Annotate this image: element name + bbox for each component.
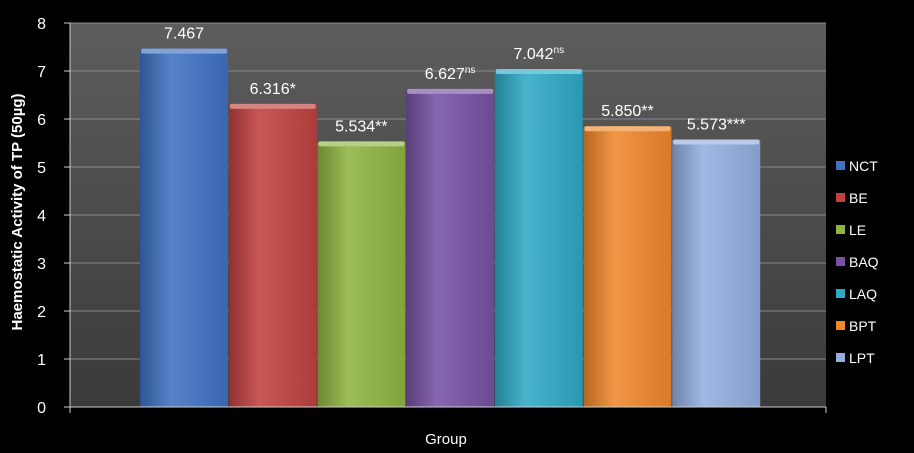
legend-item-be: BE	[836, 190, 868, 206]
legend-swatch	[836, 289, 845, 298]
legend-swatch	[836, 161, 845, 170]
bar-top-highlight	[584, 126, 671, 132]
legend-swatch	[836, 257, 845, 266]
legend-label: NCT	[849, 158, 878, 174]
legend-label: BPT	[849, 318, 877, 334]
y-axis-title: Haemostatic Activity of TP (50µg)	[9, 93, 26, 330]
legend-label: LE	[849, 222, 866, 238]
bar-top-highlight	[495, 68, 582, 74]
legend-item-le: LE	[836, 222, 866, 238]
bar-body	[672, 139, 761, 407]
bar-body	[140, 48, 228, 408]
bar-body	[406, 88, 495, 408]
y-tick-label: 3	[37, 256, 46, 273]
data-label-baq: 6.627ns	[425, 65, 476, 83]
y-tick-label: 7	[37, 64, 46, 81]
legend-item-baq: BAQ	[836, 254, 879, 270]
bar-baq	[406, 88, 495, 408]
legend-swatch	[836, 321, 845, 330]
bar-top-highlight	[229, 103, 316, 109]
bar-top-highlight	[673, 139, 760, 145]
data-label-bpt: 5.850**	[601, 103, 654, 120]
data-label-laq: 7.042ns	[513, 45, 564, 63]
legend-swatch	[836, 225, 845, 234]
bar-bpt	[583, 126, 672, 407]
legend-item-nct: NCT	[836, 158, 878, 174]
legend-item-bpt: BPT	[836, 318, 877, 334]
y-tick-label: 5	[37, 160, 46, 177]
legend-swatch	[836, 193, 845, 202]
bar-nct	[140, 48, 228, 408]
y-tick-label: 4	[37, 208, 46, 225]
legend-label: BAQ	[849, 254, 879, 270]
bar-body	[317, 141, 406, 408]
bar-body	[494, 68, 583, 407]
bar-top-highlight	[407, 88, 494, 94]
data-label-nct: 7.467	[164, 26, 204, 43]
bar-lpt	[672, 139, 761, 407]
data-label-lpt: 5.573***	[687, 116, 746, 133]
data-label-be: 6.316*	[250, 81, 296, 98]
bar-body	[228, 103, 317, 407]
y-tick-label: 8	[37, 16, 46, 33]
y-tick-label: 1	[37, 352, 46, 369]
bar-le	[317, 141, 406, 408]
legend-item-lpt: LPT	[836, 350, 875, 366]
data-label-le: 5.534**	[335, 118, 388, 135]
legend: NCT BE LE BAQ LAQ BPT LPT	[836, 158, 879, 366]
y-tick-label: 0	[37, 400, 46, 417]
legend-swatch	[836, 353, 845, 362]
bar-laq	[494, 68, 583, 407]
bar-body	[583, 126, 672, 407]
y-tick-label: 6	[37, 112, 46, 129]
legend-label: BE	[849, 190, 868, 206]
y-axis-ticks: 0 1 2 3 4 5 6 7 8	[37, 16, 70, 417]
bar-top-highlight	[318, 141, 405, 147]
axes	[69, 23, 827, 413]
bars	[140, 48, 761, 408]
x-axis-title: Group	[425, 431, 467, 448]
bar-top-highlight	[141, 48, 227, 54]
legend-label: LPT	[849, 350, 875, 366]
y-tick-label: 2	[37, 304, 46, 321]
legend-label: LAQ	[849, 286, 877, 302]
legend-item-laq: LAQ	[836, 286, 877, 302]
bar-be	[228, 103, 317, 407]
data-labels: 7.467 6.316* 5.534** 6.627ns 7.042ns 5.850** 5…	[164, 26, 746, 136]
